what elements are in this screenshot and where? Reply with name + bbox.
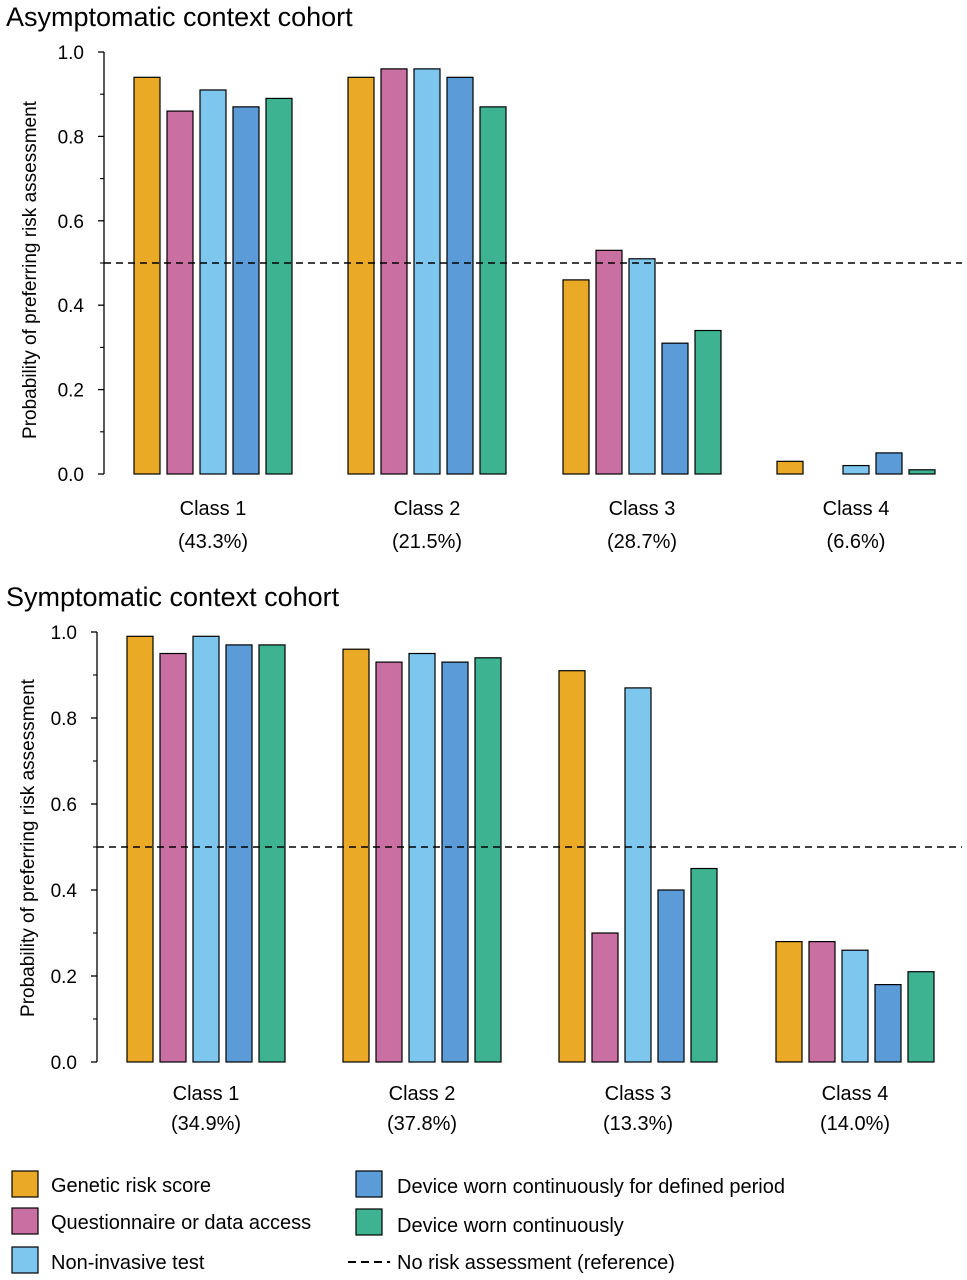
bar	[225, 644, 253, 1063]
legend-swatch	[11, 1207, 39, 1235]
bar	[408, 652, 436, 1063]
bar	[347, 76, 375, 475]
y-tick-label: 1.0	[58, 43, 84, 64]
category-share-label: (28.7%)	[607, 531, 677, 553]
x-tick-label: Class 2	[394, 498, 461, 520]
legend-swatch	[11, 1246, 39, 1274]
bar	[591, 932, 619, 1063]
x-axis: Class 1 (34.9%) Class 2 (37.8%) Class 3 (13.3…	[171, 1083, 890, 1135]
bar	[595, 249, 623, 475]
bar	[232, 106, 260, 475]
y-axis-label: Probability of preferring risk assessmen…	[18, 678, 39, 1017]
legend-label: Non-invasive test	[51, 1252, 205, 1274]
bar	[441, 661, 469, 1063]
bar	[479, 106, 507, 475]
y-tick-label: 0.8	[58, 127, 84, 148]
y-tick-label: 0.6	[58, 212, 84, 233]
bar	[874, 983, 902, 1063]
bar	[690, 867, 718, 1063]
legend-swatch	[11, 1170, 39, 1198]
bar	[628, 258, 656, 475]
bar	[474, 657, 502, 1063]
legend-label: Device worn continuously for defined per…	[397, 1176, 785, 1198]
category-share-label: (34.9%)	[171, 1113, 241, 1135]
bar	[265, 97, 293, 475]
x-tick-label: Class 3	[609, 498, 676, 520]
y-tick-label: 0.6	[51, 795, 77, 816]
bar	[842, 464, 870, 475]
bar	[775, 940, 803, 1063]
bar	[159, 652, 187, 1063]
x-tick-label: Class 4	[823, 498, 890, 520]
legend-label: Device worn continuously	[397, 1215, 624, 1237]
category-share-label: (43.3%)	[178, 531, 248, 553]
y-tick-label: 0.2	[58, 381, 84, 402]
bars-group	[104, 68, 962, 475]
y-tick-label: 0.0	[51, 1053, 77, 1074]
y-tick-label: 1.0	[51, 623, 77, 644]
legend-swatch	[355, 1208, 383, 1236]
y-tick-label: 0.2	[51, 967, 77, 988]
bar	[166, 110, 194, 475]
y-axis: 0.0 0.2 0.4 0.6 0.8 1.0	[58, 43, 105, 486]
y-tick-label: 0.0	[58, 465, 84, 486]
y-axis: 0.0 0.2 0.4 0.6 0.8 1.0	[51, 623, 98, 1074]
x-tick-label: Class 1	[180, 498, 247, 520]
bar	[908, 469, 936, 475]
legend-swatch	[355, 1170, 383, 1198]
bar	[192, 635, 220, 1063]
x-tick-label: Class 2	[389, 1083, 456, 1105]
bar	[624, 687, 652, 1063]
bar	[841, 949, 869, 1063]
bar	[380, 68, 408, 475]
x-tick-label: Class 1	[173, 1083, 240, 1105]
bar	[558, 670, 586, 1063]
y-tick-label: 0.4	[58, 296, 85, 317]
category-share-label: (14.0%)	[820, 1113, 890, 1135]
bar	[808, 940, 836, 1063]
x-tick-label: Class 4	[822, 1083, 889, 1105]
legend-label: Genetic risk score	[51, 1175, 211, 1197]
y-tick-label: 0.8	[51, 709, 77, 730]
bars-group	[97, 635, 962, 1063]
bar	[133, 76, 161, 475]
legend-label: No risk assessment (reference)	[397, 1252, 675, 1274]
legend-label: Questionnaire or data access	[51, 1212, 311, 1234]
bar	[776, 460, 804, 475]
bar	[375, 661, 403, 1063]
y-axis-label: Probability of preferring risk assessmen…	[20, 100, 41, 439]
x-tick-label: Class 3	[605, 1083, 672, 1105]
chart-title: Symptomatic context cohort	[6, 582, 340, 612]
bar	[907, 971, 935, 1063]
category-share-label: (21.5%)	[392, 531, 462, 553]
bar	[657, 889, 685, 1063]
bar	[875, 452, 903, 475]
category-share-label: (37.8%)	[387, 1113, 457, 1135]
category-share-label: (6.6%)	[827, 531, 886, 553]
bar	[258, 644, 286, 1063]
x-axis: Class 1 (43.3%) Class 2 (21.5%) Class 3 (28.7…	[178, 498, 889, 553]
chart-panel-asymptomatic: Asymptomatic context cohort Probability …	[6, 2, 962, 553]
bar	[199, 89, 227, 475]
y-tick-label: 0.4	[51, 881, 78, 902]
bar	[342, 648, 370, 1063]
bar	[661, 342, 689, 475]
bar	[126, 635, 154, 1063]
category-share-label: (13.3%)	[603, 1113, 673, 1135]
bar	[562, 279, 590, 475]
bar	[446, 76, 474, 475]
legend: Genetic risk score Questionnaire or data…	[11, 1170, 785, 1274]
chart-panel-symptomatic: Symptomatic context cohort Probability o…	[6, 582, 962, 1135]
bar	[413, 68, 441, 475]
chart-title: Asymptomatic context cohort	[6, 2, 353, 32]
bar	[694, 329, 722, 475]
